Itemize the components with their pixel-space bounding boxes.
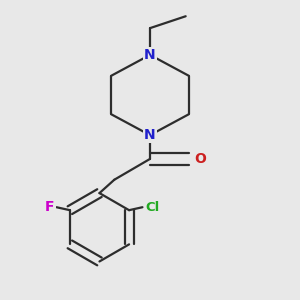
- Text: F: F: [45, 200, 55, 214]
- Text: Cl: Cl: [146, 201, 160, 214]
- Text: O: O: [195, 152, 206, 166]
- Text: N: N: [144, 48, 156, 62]
- Text: N: N: [144, 128, 156, 142]
